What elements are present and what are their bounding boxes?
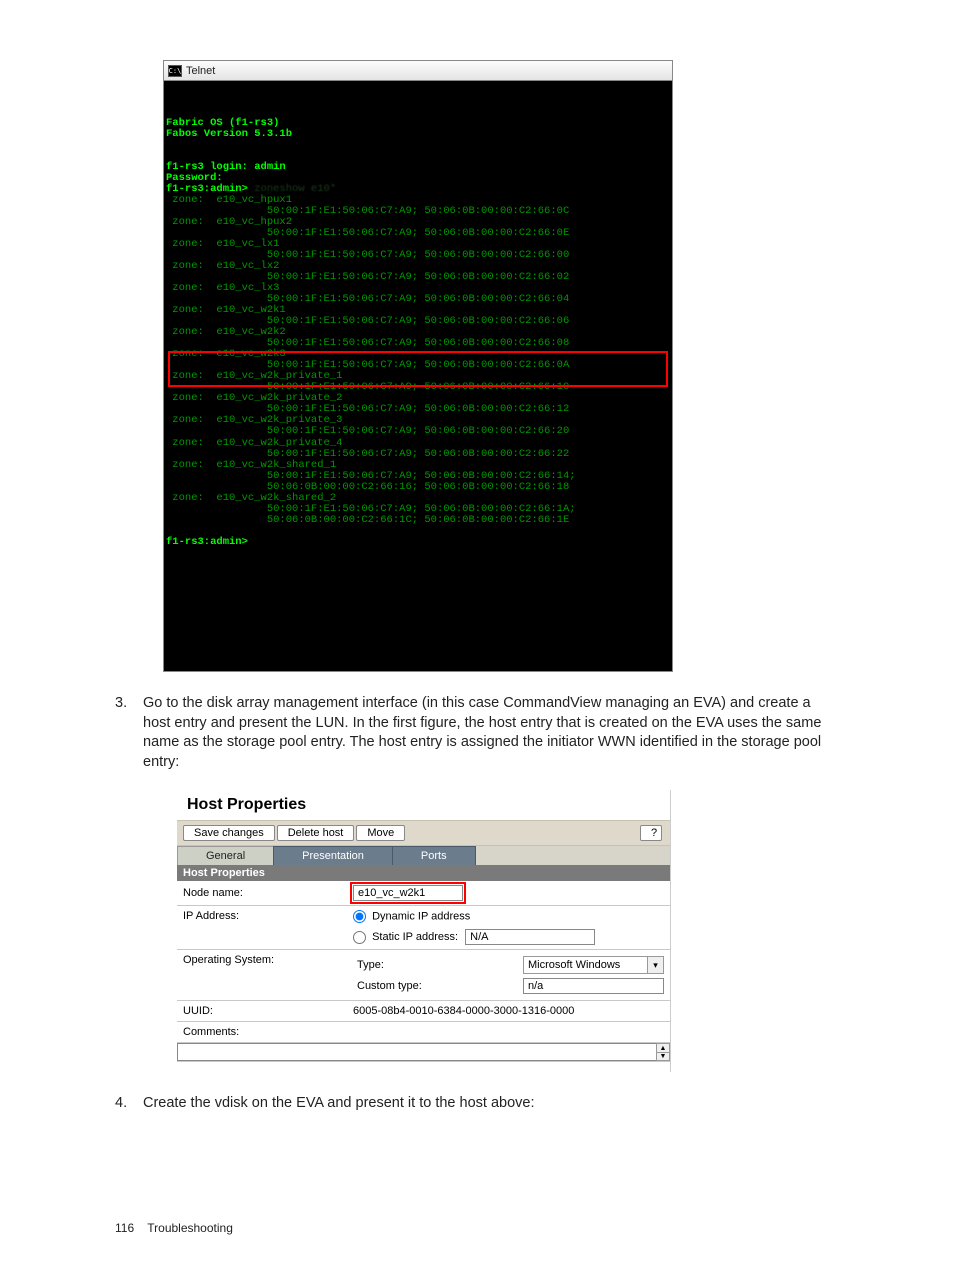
tab-presentation[interactable]: Presentation	[273, 846, 393, 865]
chevron-down-icon: ▾	[647, 957, 663, 973]
page-number: 116	[115, 1221, 134, 1235]
node-name-input[interactable]	[353, 885, 463, 901]
host-properties-panel: Host Properties Save changes Delete host…	[177, 790, 671, 1072]
static-ip-input[interactable]	[465, 929, 595, 945]
move-button[interactable]: Move	[356, 825, 405, 841]
section-name: Troubleshooting	[147, 1221, 233, 1235]
os-type-value: Microsoft Windows	[524, 959, 647, 971]
save-changes-button[interactable]: Save changes	[183, 825, 275, 841]
label-ip: IP Address:	[177, 906, 347, 950]
step-text: Go to the disk array management interfac…	[143, 694, 839, 772]
radio-dynamic-ip[interactable]	[353, 910, 366, 923]
label-os: Operating System:	[177, 950, 347, 1001]
telnet-title: Telnet	[186, 65, 215, 77]
os-type-select[interactable]: Microsoft Windows ▾	[523, 956, 664, 974]
label-dynamic-ip: Dynamic IP address	[372, 911, 470, 923]
label-uuid: UUID:	[177, 1001, 347, 1022]
host-section-head: Host Properties	[177, 865, 670, 881]
uuid-value: 6005-08b4-0010-6384-0000-3000-1316-0000	[347, 1001, 670, 1022]
tab-ports[interactable]: Ports	[392, 846, 476, 865]
tab-general[interactable]: General	[177, 846, 274, 865]
label-os-type: Type:	[353, 954, 523, 976]
label-static-ip: Static IP address:	[372, 931, 458, 943]
step-number: 4.	[115, 1094, 143, 1114]
label-comments: Comments:	[177, 1022, 347, 1043]
os-custom-input[interactable]	[523, 978, 664, 994]
stepper-down-icon: ▼	[657, 1053, 669, 1061]
step-3: 3. Go to the disk array management inter…	[115, 694, 839, 772]
step-4: 4. Create the vdisk on the EVA and prese…	[115, 1094, 839, 1114]
radio-static-ip[interactable]	[353, 931, 366, 944]
host-properties-grid: Node name: IP Address: Dynamic IP addres…	[177, 881, 670, 1062]
stepper-up-icon: ▲	[657, 1044, 669, 1053]
cmd-icon: C:\	[168, 65, 182, 77]
host-properties-title: Host Properties	[177, 790, 670, 820]
comments-input[interactable]	[177, 1043, 656, 1061]
page-footer: 116 Troubleshooting	[115, 1221, 233, 1235]
comments-stepper[interactable]: ▲ ▼	[656, 1043, 670, 1061]
delete-host-button[interactable]: Delete host	[277, 825, 355, 841]
telnet-body: Fabric OS (f1-rs3) Fabos Version 5.3.1b …	[164, 81, 672, 671]
telnet-titlebar: C:\ Telnet	[164, 61, 672, 81]
host-tabs: General Presentation Ports	[177, 846, 670, 865]
step-number: 3.	[115, 694, 143, 772]
label-os-custom: Custom type:	[353, 976, 523, 996]
host-toolbar: Save changes Delete host Move ?	[177, 820, 670, 846]
step-text: Create the vdisk on the EVA and present …	[143, 1094, 839, 1114]
label-node-name: Node name:	[177, 881, 347, 906]
help-button[interactable]: ?	[640, 825, 662, 841]
telnet-window: C:\ Telnet Fabric OS (f1-rs3) Fabos Vers…	[163, 60, 673, 672]
